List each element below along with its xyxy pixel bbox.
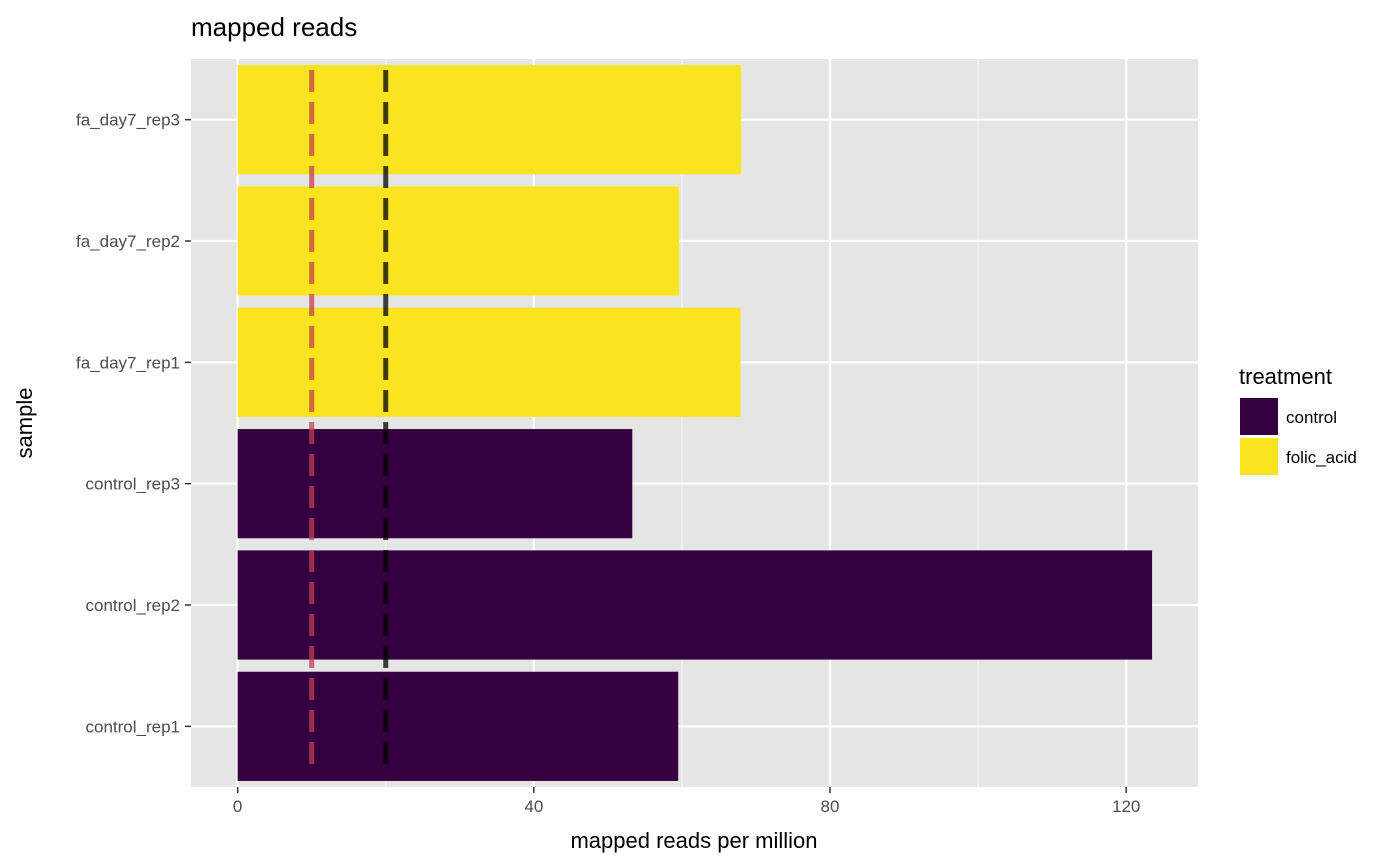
reference-lines	[309, 70, 389, 770]
bar-fa-day7-rep2	[237, 186, 679, 296]
x-tick-label: 40	[524, 797, 543, 816]
bar-control-rep3	[237, 429, 633, 539]
y-axis: control_rep1 control_rep2 control_rep3 fa_d…	[76, 111, 191, 736]
x-tick-label: 0	[233, 797, 242, 816]
bar-control-rep2	[237, 550, 1153, 660]
y-tick-label: control_rep1	[85, 717, 180, 736]
x-tick-label: 80	[821, 797, 840, 816]
bar-fa-day7-rep1	[237, 307, 741, 417]
y-tick-label: fa_day7_rep3	[76, 111, 180, 130]
bar-control-rep1	[237, 671, 679, 781]
legend: treatment control folic_acid	[1239, 364, 1357, 475]
y-axis-title: sample	[12, 388, 37, 459]
x-axis-title: mapped reads per million	[570, 828, 817, 853]
x-tick-label: 120	[1112, 797, 1140, 816]
plot-panel	[191, 59, 1198, 787]
bar-fa-day7-rep3	[237, 65, 742, 175]
y-tick-label: control_rep2	[85, 596, 180, 615]
y-tick-label: fa_day7_rep1	[76, 353, 180, 372]
legend-key-folic-acid	[1240, 438, 1278, 475]
chart-title: mapped reads	[191, 12, 357, 42]
y-tick-label: fa_day7_rep2	[76, 232, 180, 251]
legend-label-folic-acid: folic_acid	[1286, 448, 1357, 467]
x-axis: 0 40 80 120	[233, 787, 1140, 816]
legend-label-control: control	[1286, 408, 1337, 427]
y-tick-label: control_rep3	[85, 475, 180, 494]
legend-key-control	[1240, 398, 1278, 435]
legend-title: treatment	[1239, 364, 1332, 389]
